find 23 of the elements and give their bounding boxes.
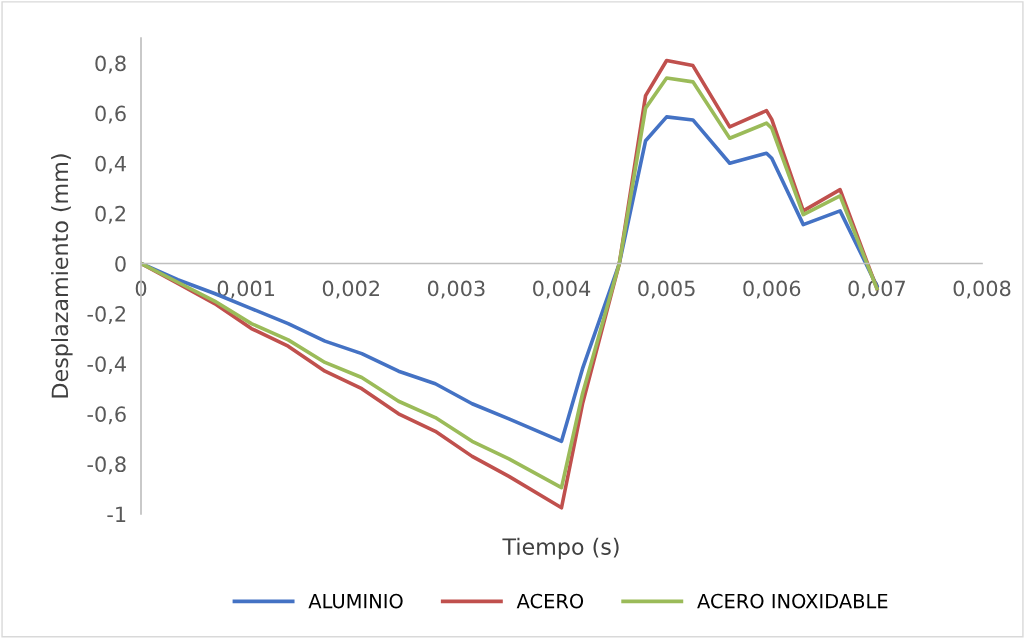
x-tick-label: 0 — [135, 280, 147, 297]
x-tick-label: 0,005 — [638, 280, 695, 299]
y-tick-label: -0,4 — [87, 356, 126, 375]
y-tick-label: 0 — [115, 255, 126, 272]
x-axis-title: Tiempo (s) — [502, 537, 619, 560]
x-tick-label: 0,004 — [533, 280, 591, 299]
y-tick-label: -0,2 — [87, 306, 126, 324]
y-tick-label: 0,2 — [95, 205, 126, 224]
legend-label: ACERO — [516, 593, 584, 609]
y-tick-label: -0,6 — [87, 406, 126, 425]
x-tick-label: 0,001 — [217, 280, 275, 299]
y-tick-label: 0,4 — [95, 155, 126, 174]
y-axis-title: Desplazamiento (mm) — [51, 154, 73, 398]
x-tick-label: 0,002 — [322, 280, 379, 299]
y-tick-label: 0,6 — [95, 105, 126, 124]
x-tick-label: 0,006 — [743, 280, 801, 299]
legend-label: ALUMINIO — [308, 593, 403, 609]
y-tick-label: -1 — [107, 506, 126, 522]
y-tick-label: 0,8 — [95, 55, 126, 74]
legend-label: ACERO INOXIDABLE — [697, 593, 888, 609]
x-tick-label: 0,008 — [953, 280, 1011, 299]
y-tick-label: -0,8 — [87, 456, 126, 475]
x-tick-label: 0,003 — [427, 280, 485, 299]
